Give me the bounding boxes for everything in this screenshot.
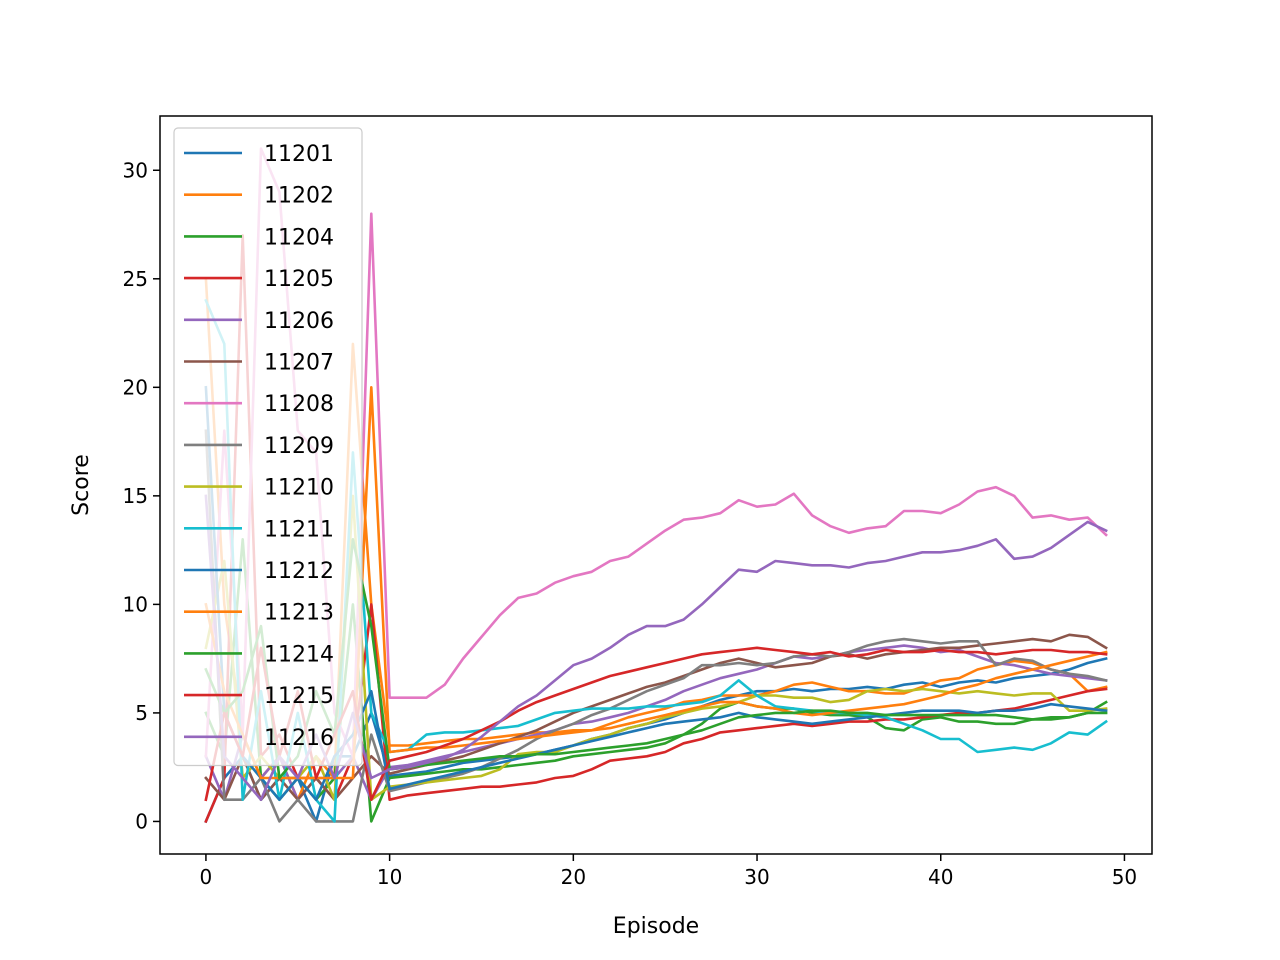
legend-label-11213: 11213 (264, 601, 334, 626)
y-tick-label: 0 (135, 809, 148, 833)
x-tick-label: 50 (1112, 865, 1137, 889)
series-line-11207 (204, 633, 1108, 802)
legend-label-11209: 11209 (264, 434, 334, 459)
plot-frame (159, 115, 1153, 855)
x-tick-label: 30 (744, 865, 769, 889)
legend-label-11204: 11204 (264, 225, 334, 250)
legend-label-11216: 11216 (264, 726, 334, 751)
legend-label-11211: 11211 (264, 517, 334, 542)
legend-label-11208: 11208 (264, 392, 334, 417)
series-line-11209 (204, 429, 1108, 823)
axis-ticks: 0 10 20 30 40 50 0 5 10 15 20 25 30 (123, 158, 1138, 889)
legend-label-11202: 11202 (264, 184, 334, 209)
legend-label-11206: 11206 (264, 309, 334, 334)
legend: 11201 11202 11204 11205 11206 11207 11208 11209… (173, 127, 363, 767)
legend-label-11210: 11210 (264, 476, 334, 501)
legend-label-11214: 11214 (264, 642, 334, 667)
legend-label-11201: 11201 (264, 142, 334, 167)
y-tick-label: 30 (123, 158, 148, 182)
x-tick-label: 10 (377, 865, 402, 889)
legend-box (173, 127, 363, 767)
y-tick-label: 5 (135, 701, 148, 725)
y-tick-label: 15 (123, 484, 148, 508)
x-tick-label: 20 (561, 865, 586, 889)
y-tick-label: 25 (123, 267, 148, 291)
x-tick-label: 0 (200, 865, 213, 889)
legend-label-11212: 11212 (264, 559, 334, 584)
y-tick-label: 10 (123, 592, 148, 616)
legend-label-11207: 11207 (264, 351, 334, 376)
x-tick-label: 40 (928, 865, 953, 889)
legend-label-11205: 11205 (264, 267, 334, 292)
y-axis-label: Score (69, 454, 94, 516)
legend-label-11215: 11215 (264, 684, 334, 709)
x-axis-label: Episode (613, 914, 699, 939)
y-tick-label: 20 (123, 375, 148, 399)
